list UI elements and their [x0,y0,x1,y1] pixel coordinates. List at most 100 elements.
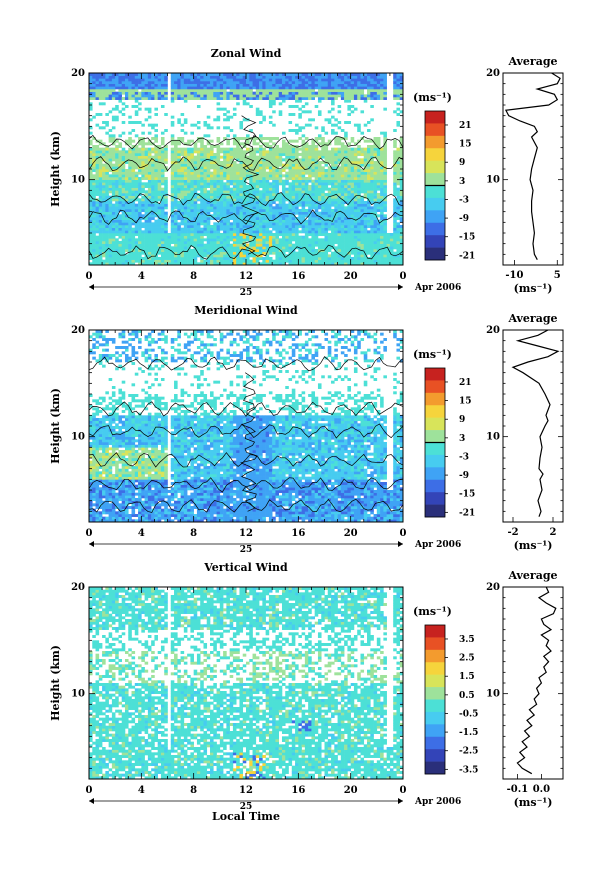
heatmap-cell [154,86,158,90]
heatmap-cell [105,83,109,87]
heatmap-cell [151,227,155,231]
heatmap-cell [353,243,358,247]
heatmap-cell [340,161,345,164]
heatmap-cell [180,259,185,263]
heatmap-cell [268,203,273,207]
heatmap-cell [281,259,286,263]
heatmap-cell [340,203,345,207]
heatmap-cell [259,150,263,154]
heatmap-cell [331,147,335,151]
heatmap-cell [216,227,221,231]
heatmap-cell [200,190,204,194]
heatmap-cell [278,86,283,90]
heatmap-cell [353,158,358,162]
heatmap-cell [128,177,132,180]
heatmap-cell [268,89,273,92]
heatmap-cell [154,134,158,138]
heatmap-cell [259,214,263,218]
heatmap-cell [272,241,276,244]
heatmap-cell [360,91,365,95]
heatmap-cell [262,211,266,215]
heatmap-cell [347,257,351,260]
heatmap-cell [190,123,194,127]
heatmap-cell [249,238,253,242]
heatmap-cell [124,257,129,260]
heatmap-cell [308,217,312,220]
heatmap-cell [216,155,221,159]
heatmap-cell [334,206,338,210]
heatmap-cell [144,190,149,194]
heatmap-cell [295,235,299,239]
heatmap-cell [255,89,260,92]
heatmap-cell [239,225,244,228]
heatmap-cell [239,142,244,146]
heatmap-cell [252,190,257,194]
heatmap-cell [144,185,149,188]
heatmap-cell [177,163,181,167]
heatmap-cell [363,174,368,178]
heatmap-cell [308,158,312,162]
heatmap-cell [281,243,286,247]
heatmap-cell [308,73,312,76]
heatmap-cell [350,241,355,244]
heatmap-cell [177,73,181,76]
heatmap-cell [124,241,129,244]
heatmap-cell [353,259,358,263]
heatmap-cell [229,97,234,100]
heatmap-cell [301,153,306,156]
heatmap-cell [301,161,306,164]
heatmap-cell [363,155,368,159]
heatmap-cell [92,203,96,207]
heatmap-cell [268,153,273,156]
heatmap-cell [115,153,119,156]
heatmap-cell [373,153,378,156]
heatmap-cell [344,217,348,220]
heatmap-cell [229,75,234,79]
heatmap-cell [259,182,263,186]
heatmap-cell [373,145,378,148]
heatmap-cell [363,73,368,76]
heatmap-cell [317,179,322,183]
heatmap-cell [317,89,322,92]
heatmap-cell [89,185,93,188]
heatmap-cell [154,203,158,207]
heatmap-cell [265,83,270,87]
heatmap-cell [193,123,198,127]
heatmap-cell [308,193,312,196]
heatmap-cell [301,187,306,191]
heatmap-cell [206,169,211,172]
heatmap-cell [298,166,302,170]
heatmap-cell [324,238,329,242]
heatmap-cell [268,249,273,252]
heatmap-cell [324,262,329,266]
heatmap-cell [229,201,234,204]
heatmap-cell [193,235,198,239]
heatmap-cell [311,147,315,151]
heatmap-cell [317,177,322,180]
heatmap-cell [164,262,168,266]
heatmap-cell [357,243,361,247]
heatmap-cell [334,161,338,164]
heatmap-cell [89,171,93,175]
heatmap-cell [285,235,289,239]
heatmap-cell [111,249,116,252]
heatmap-cell [337,211,342,215]
heatmap-cell [226,209,230,212]
heatmap-cell [177,118,181,122]
heatmap-cell [285,91,289,95]
heatmap-cell [367,206,371,210]
heatmap-cell [92,193,96,196]
heatmap-cell [95,113,100,116]
heatmap-cell [226,134,230,138]
heatmap-cell [115,233,119,236]
heatmap-cell [190,75,194,79]
heatmap-cell [124,150,129,154]
heatmap-cell [213,166,217,170]
heatmap-cell [196,91,201,95]
heatmap-cell [160,153,165,156]
heatmap-cell [317,254,322,258]
heatmap-cell [334,254,338,258]
heatmap-cell [291,211,296,215]
heatmap-cell [236,89,240,92]
heatmap-cell [252,219,257,223]
